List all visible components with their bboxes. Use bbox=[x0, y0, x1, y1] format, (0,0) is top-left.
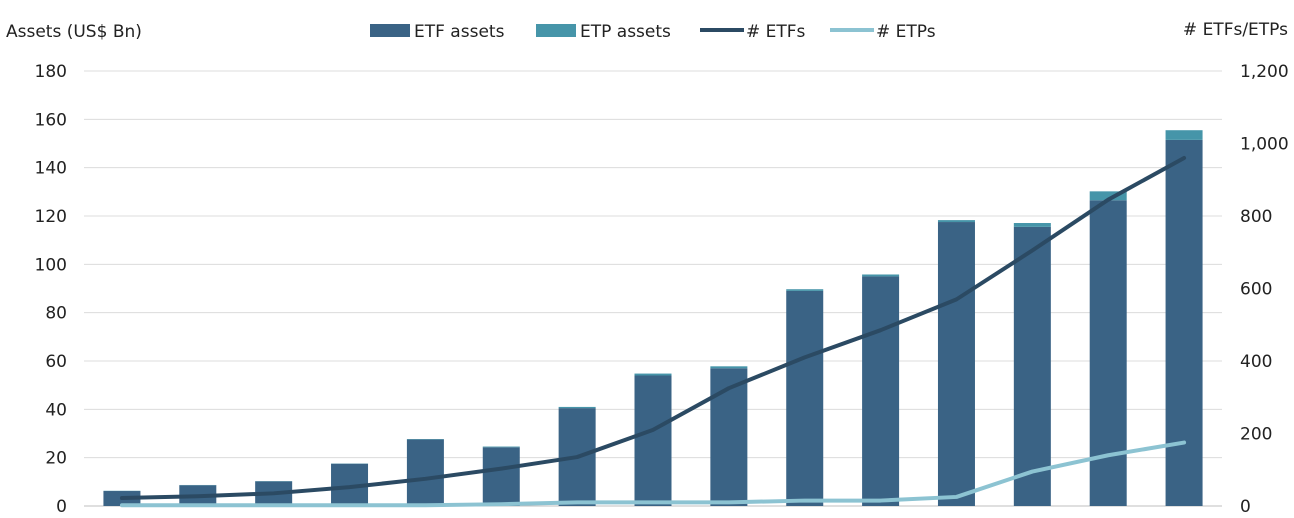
etf-assets-bar bbox=[634, 375, 672, 506]
legend-label: ETF assets bbox=[414, 22, 505, 42]
etf-assets-bar bbox=[710, 368, 748, 506]
etf-assets-bar bbox=[1089, 200, 1127, 506]
legend-item: # ETPs bbox=[830, 22, 936, 42]
etp-assets-bar bbox=[482, 446, 520, 448]
right-tick-label: 600 bbox=[1240, 280, 1272, 300]
right-tick-label: 1,200 bbox=[1240, 62, 1289, 82]
right-axis-label: # ETFs/ETPs bbox=[1183, 20, 1288, 40]
left-tick-label: 20 bbox=[45, 449, 67, 469]
legend-label: ETP assets bbox=[580, 22, 671, 42]
right-axis-ticks: 0 200 400 600 800 1,000 1,200 bbox=[1240, 62, 1289, 517]
left-axis-label: Assets (US$ Bn) bbox=[6, 22, 142, 42]
etp-assets-bar bbox=[1089, 191, 1127, 201]
etf-assets-bar bbox=[1013, 226, 1051, 506]
etf-assets-bar bbox=[862, 276, 900, 506]
legend-item: ETF assets bbox=[370, 22, 505, 42]
legend-item: # ETFs bbox=[700, 22, 806, 42]
left-tick-label: 100 bbox=[35, 255, 67, 275]
lines bbox=[119, 156, 1187, 508]
left-tick-label: 160 bbox=[35, 110, 67, 130]
left-tick-label: 140 bbox=[35, 159, 67, 179]
etp-assets-bar bbox=[862, 274, 900, 277]
legend-item: ETP assets bbox=[536, 22, 671, 42]
etp-assets-bar bbox=[710, 366, 748, 369]
legend-swatch bbox=[370, 24, 410, 37]
right-tick-label: 0 bbox=[1240, 497, 1251, 517]
left-axis-ticks: 0 20 40 60 80 100 120 140 160 180 bbox=[35, 62, 67, 517]
left-tick-label: 0 bbox=[56, 497, 67, 517]
left-tick-label: 180 bbox=[35, 62, 67, 82]
legend: ETF assets ETP assets # ETFs # ETPs bbox=[370, 22, 936, 42]
etf-assets-bar bbox=[406, 439, 444, 506]
etf-assets-bar bbox=[482, 447, 520, 506]
left-tick-label: 60 bbox=[45, 352, 67, 372]
right-tick-label: 400 bbox=[1240, 352, 1272, 372]
legend-label: # ETPs bbox=[876, 22, 936, 42]
legend-label: # ETFs bbox=[746, 22, 806, 42]
right-tick-label: 800 bbox=[1240, 207, 1272, 227]
left-tick-label: 40 bbox=[45, 400, 67, 420]
right-tick-label: 200 bbox=[1240, 425, 1272, 445]
etp-assets-bar bbox=[937, 220, 975, 223]
etfs-count-line bbox=[119, 156, 1187, 501]
bars bbox=[103, 130, 1203, 506]
etp-assets-bar bbox=[1165, 130, 1203, 140]
left-tick-label: 80 bbox=[45, 304, 67, 324]
legend-swatch bbox=[536, 24, 576, 37]
etf-assets-bar bbox=[1165, 139, 1203, 506]
right-tick-label: 1,000 bbox=[1240, 135, 1289, 155]
gridlines bbox=[84, 70, 1222, 507]
etp-assets-bar bbox=[558, 406, 596, 409]
etf-assets-bar bbox=[937, 222, 975, 506]
left-tick-label: 120 bbox=[35, 207, 67, 227]
etp-assets-bar bbox=[634, 373, 672, 376]
etps-count-line bbox=[119, 440, 1187, 508]
etf-assets-bar bbox=[786, 290, 824, 506]
etp-assets-bar bbox=[786, 289, 824, 291]
etp-assets-bar bbox=[1013, 223, 1051, 227]
